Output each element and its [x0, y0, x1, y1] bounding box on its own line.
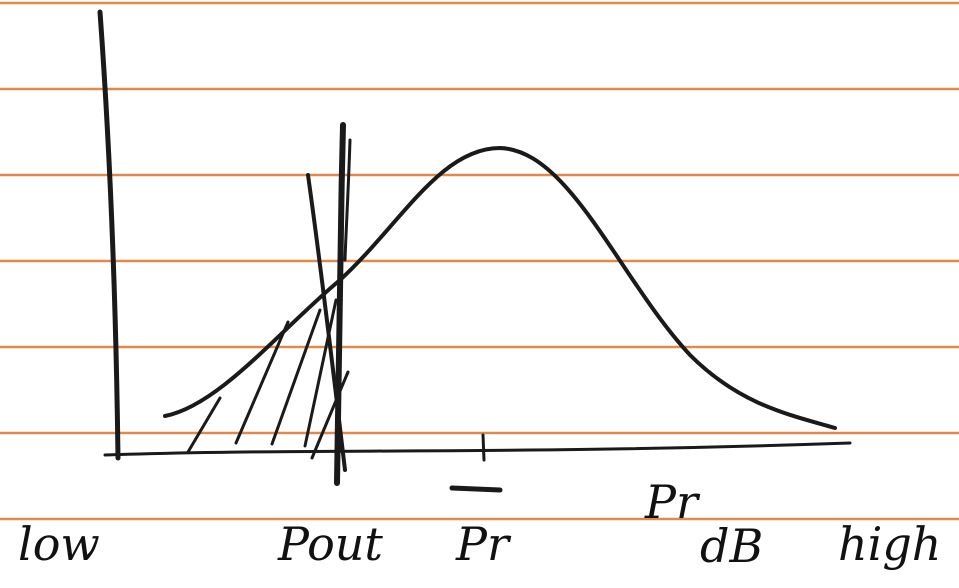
mean-bar [452, 488, 500, 490]
sketch: low Pout Pr Pr dB high [0, 0, 959, 588]
mean-pr-label: Pr [455, 517, 512, 571]
pr-label: Pr [644, 475, 701, 529]
unit-label: dB [700, 519, 763, 573]
low-label: low [18, 517, 100, 571]
pout-label: Pout [277, 517, 383, 571]
mean-tick [483, 435, 484, 460]
high-label: high [838, 517, 941, 571]
